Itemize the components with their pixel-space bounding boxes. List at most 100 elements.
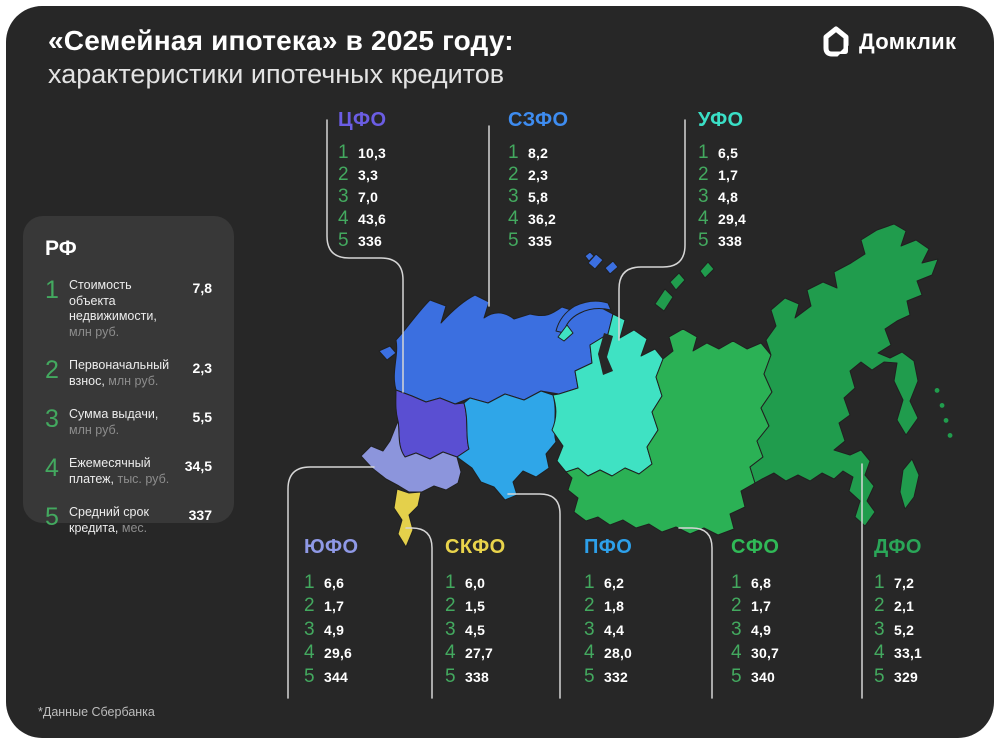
metric-value: 28,0 [604,645,633,662]
district-row: 1 10,3 [338,142,430,164]
metric-value: 2,1 [894,598,915,615]
district-label-cfo: ЦФО [338,109,387,131]
district-label-skfo: СКФО [445,536,506,558]
metric-index: 3 [445,618,456,640]
metric-value: 7,0 [358,189,379,205]
metric-index: 3 [45,405,59,433]
metric-index: 4 [874,642,885,664]
metric-index: 4 [45,454,59,482]
district-column-cfo: ЦФО 1 10,3 2 3,3 3 7,0 4 43,6 5 336 [338,110,430,252]
metric-value: 4,4 [604,621,625,638]
domclick-logo-text: Домклик [859,29,957,54]
district-row: 3 4,5 [445,618,537,642]
metric-value: 8,2 [528,145,549,161]
district-row: 5 340 [731,665,823,689]
district-row: 5 335 [508,230,600,252]
metric-value: 336 [358,233,382,249]
metric-value: 36,2 [528,211,557,227]
metric-value: 29,4 [718,211,747,227]
metric-value: 33,1 [894,645,923,662]
metric-value: 6,0 [465,574,486,591]
metric-value: 1,8 [604,598,625,615]
metric-index: 1 [445,571,456,593]
metric-value: 1,7 [718,167,739,183]
metric-unit: млн руб. [108,373,159,388]
district-row: 2 2,3 [508,164,600,186]
title-line-2: характеристики ипотечных кредитов [48,59,505,89]
metric-index: 5 [338,230,349,251]
metric-unit: тыс. руб. [117,471,170,486]
metric-index: 1 [584,571,595,593]
rf-summary-panel: РФ 1 Стоимость объекта недвижимости, млн… [23,216,234,535]
metric-index: 5 [584,665,595,687]
district-label-dfo: ДФО [874,536,922,558]
rf-metric-row: 3 Сумма выдачи, млн руб. 5,5 [45,407,212,438]
metric-value: 43,6 [358,211,387,227]
district-row: 1 6,5 [698,142,790,164]
metric-index: 1 [698,142,709,163]
district-row: 2 2,1 [874,595,966,619]
district-label-ufo: УФО [698,109,744,131]
metric-index: 1 [338,142,349,163]
metric-index: 4 [584,642,595,664]
domclick-logo: Домклик [820,25,956,59]
district-row: 3 4,9 [304,618,396,642]
rf-metric-row: 4 Ежемесячный платеж, тыс. руб. 34,5 [45,456,212,487]
metric-value: 4,9 [324,621,345,638]
metric-value: 332 [604,668,628,685]
district-column-skfo: СКФО 1 6,0 2 1,5 3 4,5 4 27,7 5 338 [445,537,537,689]
metric-index: 4 [508,208,519,229]
metric-value: 338 [465,668,489,685]
district-row: 2 1,7 [731,595,823,619]
metric-index: 2 [731,595,742,617]
metric-value: 1,7 [751,598,772,615]
district-row: 2 1,5 [445,595,537,619]
district-column-szfo: СЗФО 1 8,2 2 2,3 3 5,8 4 36,2 5 335 [508,110,600,252]
district-row: 3 7,0 [338,186,430,208]
rf-panel-title: РФ [45,237,77,260]
source-footnote: *Данные Сбербанка [38,705,155,719]
metric-label: Средний срок кредита, мес. [69,505,149,535]
metric-label: Первоначальный взнос, млн руб. [69,358,170,388]
rf-metric-row: 1 Стоимость объекта недвижимости, млн ру… [45,278,212,340]
metric-value: 7,2 [894,574,915,591]
district-row: 3 4,9 [731,618,823,642]
district-row: 4 28,0 [584,642,676,666]
metric-unit: мес. [121,520,148,535]
metric-index: 3 [731,618,742,640]
district-row: 2 1,8 [584,595,676,619]
metric-index: 4 [731,642,742,664]
metric-value: 5,8 [528,189,549,205]
metric-value: 338 [718,233,742,249]
district-row: 3 5,2 [874,618,966,642]
district-label-szfo: СЗФО [508,109,569,131]
metric-index: 4 [338,208,349,229]
metric-value: 5,5 [192,409,212,425]
district-row: 4 29,4 [698,208,790,230]
metric-label: Сумма выдачи, млн руб. [69,407,159,437]
metric-unit: млн руб. [69,422,120,437]
metric-index: 4 [445,642,456,664]
metric-value: 6,2 [604,574,625,591]
district-row: 4 33,1 [874,642,966,666]
metric-value: 340 [751,668,775,685]
metric-index: 3 [508,186,519,207]
metric-value: 3,3 [358,167,379,183]
metric-index: 2 [874,595,885,617]
domclick-house-icon [823,26,852,57]
district-row: 4 30,7 [731,642,823,666]
metric-value: 1,7 [324,598,345,615]
district-row: 4 27,7 [445,642,537,666]
metric-index: 2 [698,164,709,185]
district-label-yufo: ЮФО [304,536,359,558]
metric-value: 5,2 [894,621,915,638]
metric-index: 1 [45,276,59,304]
metric-value: 344 [324,668,348,685]
district-row: 4 43,6 [338,208,430,230]
district-label-pfo: ПФО [584,536,633,558]
metric-index: 5 [698,230,709,251]
district-row: 1 6,0 [445,571,537,595]
metric-index: 3 [304,618,315,640]
district-column-pfo: ПФО 1 6,2 2 1,8 3 4,4 4 28,0 5 332 [584,537,676,689]
